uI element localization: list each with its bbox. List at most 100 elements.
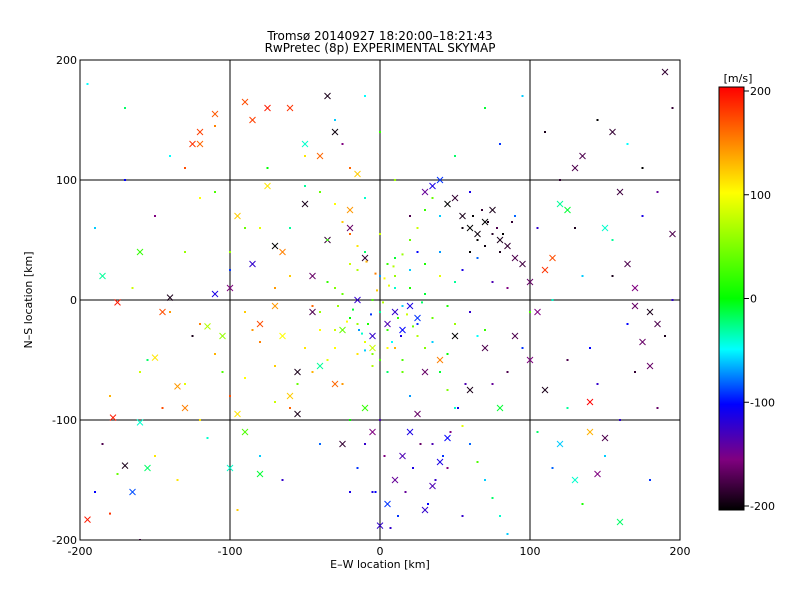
data-point-dot	[641, 215, 644, 217]
data-point-dot	[370, 313, 372, 316]
data-point-dot	[319, 329, 321, 331]
data-point-dot	[487, 221, 489, 223]
y-tick-label: -200	[52, 534, 77, 547]
data-point-x	[646, 362, 654, 370]
data-point-x	[436, 356, 444, 364]
data-point-x	[526, 356, 534, 364]
data-point-dot	[374, 491, 377, 493]
data-point-x	[196, 128, 204, 136]
data-point-dot	[337, 305, 339, 307]
data-point-dot	[349, 317, 351, 319]
data-point-dot	[356, 467, 359, 469]
data-point-dot	[214, 125, 216, 127]
data-point-dot	[326, 359, 329, 361]
data-point-x	[526, 278, 534, 286]
data-point-dot	[401, 253, 404, 256]
data-point-dot	[664, 335, 666, 337]
colorbar-tick-label: 200	[750, 85, 771, 98]
data-point-x	[631, 284, 639, 292]
data-point-dot	[356, 269, 359, 271]
data-point-x	[114, 299, 121, 306]
data-point-x	[204, 323, 211, 330]
data-point-dot	[611, 275, 614, 277]
data-point-dot	[266, 167, 269, 169]
data-point-dot	[289, 275, 291, 277]
data-point-dot	[412, 467, 414, 469]
data-point-x	[316, 152, 324, 160]
data-point-dot	[199, 197, 201, 199]
data-point-dot	[484, 107, 486, 109]
data-point-dot	[409, 215, 411, 217]
x-tick-label: 0	[377, 545, 384, 558]
data-point-dot	[116, 473, 119, 475]
data-point-x	[354, 170, 361, 178]
data-point-dot	[442, 455, 444, 457]
y-axis-label: N–S location [km]	[22, 251, 35, 348]
data-point-dot	[412, 325, 414, 328]
data-point-x	[616, 518, 624, 526]
data-point-x	[151, 354, 159, 361]
data-point-x	[136, 248, 144, 256]
data-point-dot	[364, 95, 366, 97]
data-point-dot	[304, 185, 306, 187]
data-point-dot	[371, 491, 374, 493]
data-point-dot	[379, 275, 381, 277]
data-point-x	[391, 476, 399, 484]
data-point-dot	[259, 227, 261, 229]
data-point-dot	[566, 407, 569, 409]
data-point-x	[661, 68, 669, 76]
data-point-dot	[206, 437, 209, 439]
data-point-x	[84, 516, 91, 523]
data-point-dot	[229, 251, 231, 253]
data-point-x	[541, 386, 549, 394]
data-point-x	[616, 188, 624, 196]
data-point-dot	[349, 233, 351, 235]
data-point-dot	[379, 233, 381, 235]
data-point-dot	[334, 119, 336, 121]
data-point-dot	[671, 299, 674, 301]
data-point-x	[286, 392, 294, 400]
data-point-dot	[349, 263, 351, 265]
data-point-dot	[349, 167, 351, 169]
data-point-dot	[394, 275, 396, 277]
data-point-dot	[352, 308, 354, 311]
data-point-dot	[94, 227, 96, 229]
data-point-dot	[199, 323, 201, 325]
colorbar-tick-label: 100	[750, 189, 771, 202]
data-point-x	[571, 164, 579, 172]
data-point-dot	[476, 239, 479, 241]
data-point-dot	[559, 179, 561, 181]
data-point-dot	[364, 349, 366, 352]
data-point-dot	[424, 263, 426, 265]
data-point-x	[586, 398, 594, 406]
data-point-x	[241, 98, 249, 106]
data-point-x	[474, 230, 481, 238]
data-point-dot	[476, 335, 479, 337]
data-point-dot	[274, 401, 276, 403]
data-point-x	[339, 440, 346, 448]
data-point-x	[564, 206, 571, 214]
data-point-dot	[371, 365, 374, 367]
data-point-dot	[358, 329, 360, 331]
data-point-x	[414, 410, 421, 418]
data-point-x	[466, 224, 474, 232]
data-point-dot	[281, 479, 284, 481]
data-point-x	[309, 272, 316, 280]
data-point-dot	[244, 377, 246, 379]
data-point-x	[639, 338, 646, 346]
data-point-dot	[484, 329, 486, 331]
data-point-x	[534, 308, 541, 316]
data-point-x	[369, 344, 376, 352]
data-point-dot	[409, 395, 411, 397]
data-point-dot	[626, 143, 629, 145]
data-point-x	[406, 428, 414, 436]
data-point-x	[511, 254, 519, 262]
y-tick-label: -100	[52, 414, 77, 427]
data-point-x	[196, 140, 204, 148]
data-point-dot	[184, 167, 186, 169]
y-tick-label: 0	[70, 294, 77, 307]
data-point-dot	[184, 251, 186, 253]
data-point-x	[219, 332, 226, 340]
x-tick-label: -100	[218, 545, 243, 558]
data-point-x	[354, 296, 361, 304]
